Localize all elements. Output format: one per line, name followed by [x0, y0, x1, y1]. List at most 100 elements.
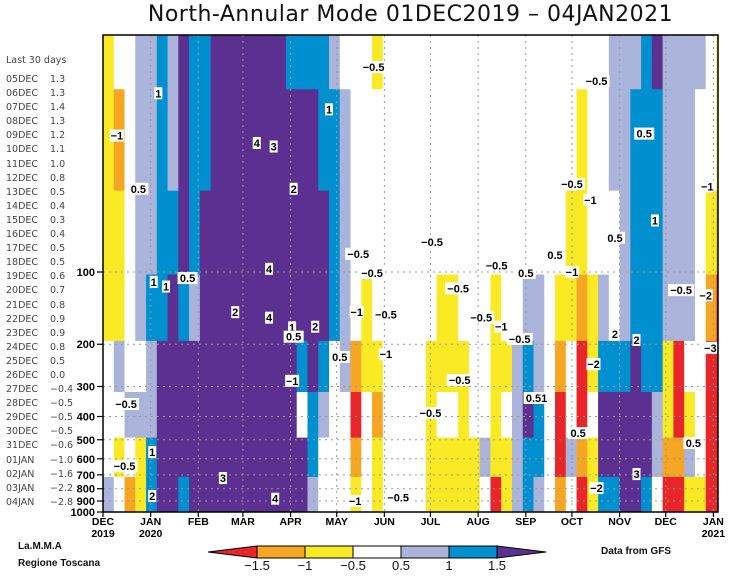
heat-cell [404, 274, 416, 342]
y-tick-label: 100 [77, 267, 95, 279]
heat-cell [264, 340, 276, 393]
data-source: Data from GFS [601, 546, 672, 557]
heat-cell [404, 437, 416, 478]
contour-label: −1 [349, 496, 362, 508]
heat-cell [199, 392, 212, 439]
heat-cell [124, 392, 136, 439]
contour-label-bg [483, 259, 510, 272]
colorbar-label: −0.5 [340, 558, 366, 573]
heat-cell [135, 35, 147, 90]
heat-cell [103, 476, 115, 513]
heat-cell [318, 476, 330, 513]
heat-cell [694, 35, 707, 90]
x-tick-year-label: 2020 [139, 528, 163, 540]
heat-cell [318, 437, 330, 478]
heat-cell [415, 89, 427, 192]
heat-cell [372, 190, 384, 276]
heat-cell [576, 392, 588, 439]
heat-cell [511, 274, 524, 342]
heat-cell [694, 476, 707, 513]
heat-cell [103, 35, 115, 90]
org-region: Regione Toscana [18, 558, 101, 569]
x-tick-label: DEC [655, 516, 678, 528]
heat-cell [199, 437, 212, 478]
contour-label: 3 [633, 469, 639, 481]
contour-label-bg [372, 308, 399, 321]
heat-cell [296, 190, 308, 276]
heat-cell [458, 476, 470, 513]
heat-cell [264, 437, 276, 478]
heat-cell [275, 89, 287, 192]
row-value: −1.6 [50, 468, 74, 480]
row-date: 16DEC [6, 229, 39, 241]
x-tick-label: JAN [703, 516, 724, 528]
heat-cell [630, 340, 642, 393]
contour-label-bg [494, 320, 509, 333]
heat-cell [651, 35, 664, 90]
contour-label-bg [545, 249, 566, 262]
heat-cell [113, 476, 126, 513]
heat-cell [651, 340, 664, 393]
contour-label-bg [632, 468, 641, 481]
heat-cell [479, 340, 491, 393]
daily-index-row: 28DEC −0.5 [6, 397, 73, 411]
heat-cell [350, 392, 362, 439]
heat-cell [232, 476, 244, 513]
heat-cell [447, 190, 459, 276]
daily-index-row: 16DEC 0.4 [6, 228, 73, 242]
row-date: 29DEC [6, 412, 39, 424]
heat-cell [372, 437, 384, 478]
heat-cell [382, 274, 395, 342]
heat-cell [555, 89, 567, 192]
heat-cell [587, 89, 599, 192]
heat-cell [684, 476, 696, 513]
heat-cell [178, 89, 190, 192]
row-date: 24DEC [6, 341, 39, 353]
contour-label: −0.5 [361, 268, 383, 280]
heat-cell [662, 437, 674, 478]
heat-cell [598, 89, 610, 192]
contour-label: 4 [254, 138, 261, 150]
row-value: 0.8 [50, 299, 66, 311]
heat-cell [447, 476, 459, 513]
heat-cell [576, 437, 588, 478]
heat-cell [156, 35, 169, 90]
heat-cell [641, 274, 653, 342]
contour-label: 0.51 [526, 393, 547, 405]
heat-cell [501, 190, 513, 276]
heat-cell [436, 89, 448, 192]
contour-label: 2 [612, 329, 618, 341]
contour-label-bg [349, 306, 364, 319]
contour-label: −1 [495, 322, 508, 334]
contour-label-bg [285, 374, 300, 387]
heat-cell [307, 392, 319, 439]
heat-cell [339, 190, 352, 276]
colorbar [207, 545, 547, 559]
contour-label-bg [700, 180, 715, 193]
heat-cell [307, 340, 319, 393]
heat-cell [447, 274, 459, 342]
heat-cell [587, 274, 599, 342]
heat-cell [242, 476, 255, 513]
row-date: 05DEC [6, 74, 39, 85]
daily-index-row: 22DEC 0.9 [6, 313, 73, 327]
heat-cell [113, 437, 126, 478]
daily-index-row: 15DEC 0.3 [6, 214, 73, 228]
row-value: 0.5 [50, 186, 66, 198]
heat-cell [103, 274, 115, 342]
heat-cell [641, 89, 653, 192]
heat-cell [641, 35, 653, 90]
heat-cell [350, 89, 362, 192]
contour-label-bg [283, 330, 304, 343]
heat-cell [264, 274, 276, 342]
contour-label: 1 [149, 447, 155, 459]
daily-index-row: 23DEC 0.9 [6, 327, 73, 341]
x-tick-label: AUG [466, 516, 489, 528]
heat-cell [425, 190, 438, 276]
heat-cell [189, 340, 201, 393]
heat-cell [167, 437, 179, 478]
heat-cell [372, 274, 384, 342]
daily-index-row: 21DEC 0.8 [6, 299, 73, 313]
heat-cell [641, 476, 653, 513]
